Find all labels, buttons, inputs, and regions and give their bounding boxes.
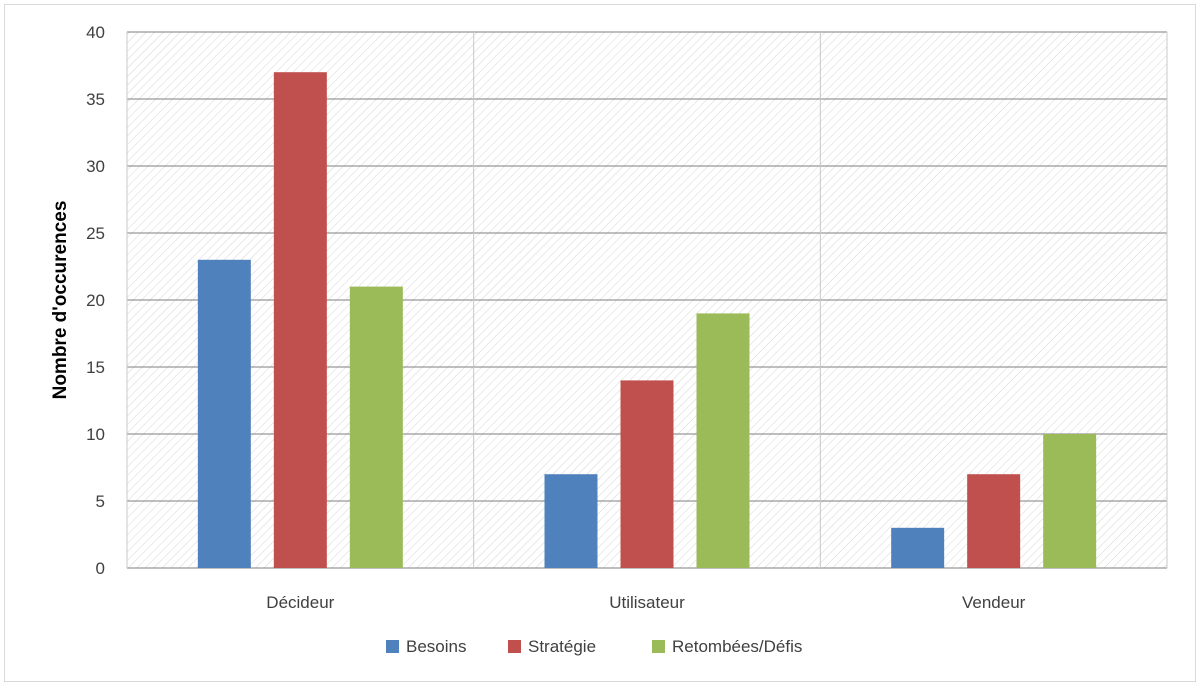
bar-strat-gie-2 — [967, 474, 1021, 568]
bar-besoins-2 — [891, 527, 945, 568]
y-tick-label: 5 — [96, 492, 105, 511]
legend-label: Besoins — [406, 637, 466, 656]
bar-besoins-0 — [197, 259, 251, 568]
bar-strat-gie-0 — [273, 72, 327, 568]
legend-label: Stratégie — [528, 637, 596, 656]
y-tick-label: 10 — [86, 425, 105, 444]
y-axis-ticks: 0 5 10 15 20 25 30 35 40 — [86, 23, 105, 578]
bar-besoins-1 — [544, 474, 598, 568]
legend-swatch — [652, 640, 665, 653]
y-tick-label: 40 — [86, 23, 105, 42]
bar-retomb-es-d-fis-2 — [1043, 434, 1097, 568]
y-tick-label: 20 — [86, 291, 105, 310]
y-tick-label: 15 — [86, 358, 105, 377]
y-tick-label: 35 — [86, 90, 105, 109]
x-tick-label: Utilisateur — [609, 593, 685, 612]
x-tick-label: Vendeur — [962, 593, 1026, 612]
bar-strat-gie-1 — [620, 380, 674, 568]
y-tick-label: 0 — [96, 559, 105, 578]
legend-swatch — [386, 640, 399, 653]
x-tick-label: Décideur — [266, 593, 334, 612]
y-tick-label: 30 — [86, 157, 105, 176]
y-tick-label: 25 — [86, 224, 105, 243]
bar-retomb-es-d-fis-1 — [696, 313, 750, 568]
legend-label: Retombées/Défis — [672, 637, 802, 656]
legend-swatch — [508, 640, 521, 653]
y-axis-label: Nombre d'occurences — [50, 201, 71, 400]
bar-retomb-es-d-fis-0 — [349, 286, 403, 568]
legend: Besoins Stratégie Retombées/Défis — [386, 637, 802, 656]
bars — [197, 72, 1097, 568]
x-axis-ticks: Décideur Utilisateur Vendeur — [266, 593, 1025, 612]
